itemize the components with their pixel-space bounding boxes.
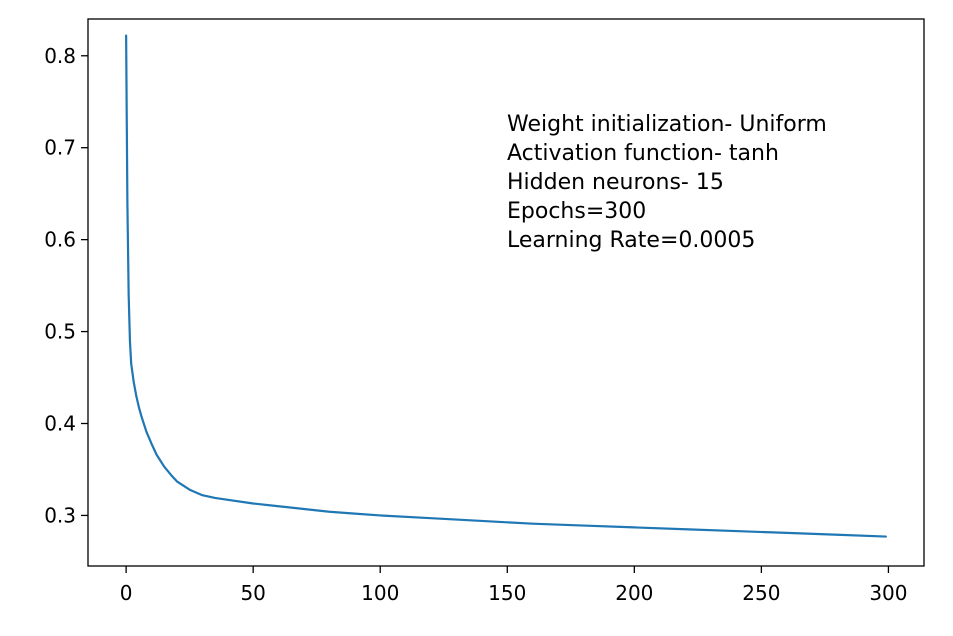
plot-area-frame [87,18,925,567]
x-tick-label: 300 [869,581,907,605]
x-tick-label: 200 [615,581,653,605]
y-tick-label: 0.3 [44,503,76,527]
annotation-line: Learning Rate=0.0005 [507,228,755,253]
annotation-text-block: Weight initialization- Uniform Activatio… [507,112,834,253]
y-tick-label: 0.6 [44,228,76,252]
x-tick-label: 0 [120,581,133,605]
annotation-line: Epochs=300 [507,199,646,224]
x-tick-label: 50 [240,581,265,605]
x-tick-label: 150 [488,581,526,605]
x-tick-label: 250 [742,581,780,605]
annotation-line: Weight initialization- Uniform [507,112,827,137]
x-axis: 0 50 100 150 200 250 300 [120,566,908,605]
x-tick-label: 100 [361,581,399,605]
annotation-line: Hidden neurons- 15 [507,170,724,195]
series-line [125,34,887,538]
y-tick-label: 0.4 [44,412,76,436]
annotation-line: Activation function- tanh [507,141,779,166]
y-tick-label: 0.8 [44,44,76,68]
y-axis: 0.3 0.4 0.5 0.6 0.7 0.8 [44,44,88,527]
y-tick-label: 0.7 [44,136,76,160]
y-tick-label: 0.5 [44,320,76,344]
